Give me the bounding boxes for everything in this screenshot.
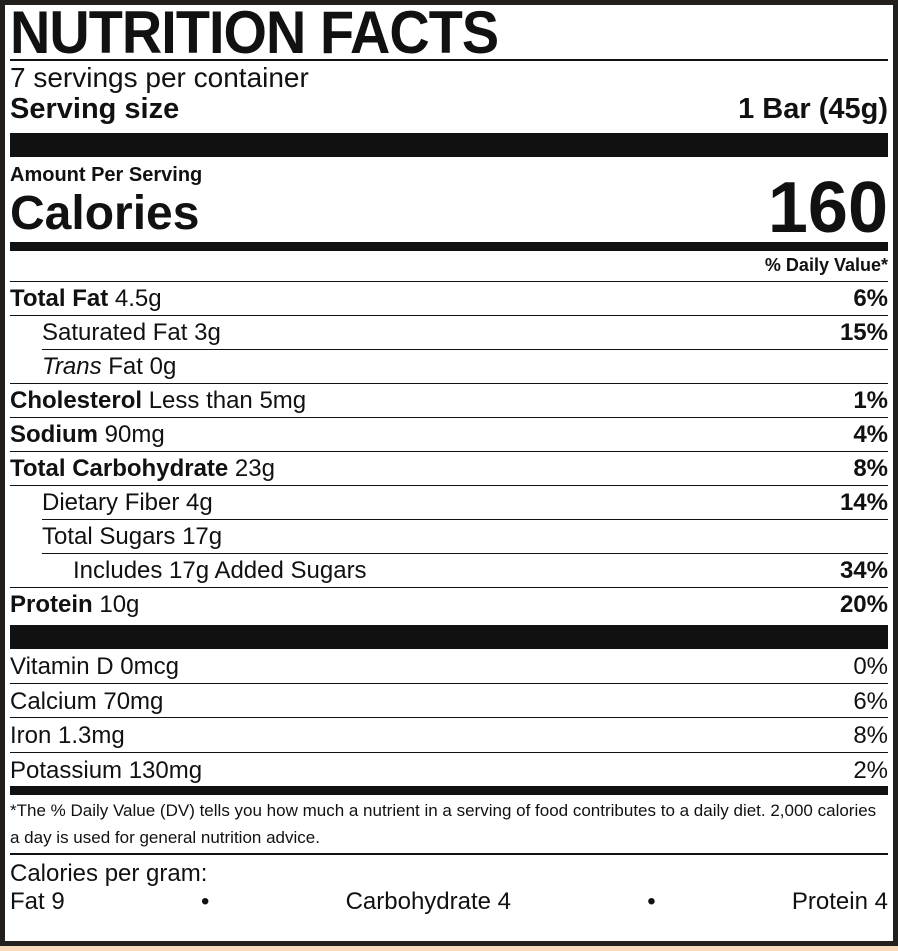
nutrient-row: Sodium 90mg 4% [10,417,888,451]
nutrient-label: Dietary Fiber 4g [10,486,213,519]
nutrient-amount: 10g [99,591,140,618]
nutrient-name: Includes 17g Added Sugars [73,557,367,584]
nutrient-name: Dietary Fiber [42,489,180,516]
thick-divider [10,133,888,157]
bullet-separator: • [200,888,210,915]
divider [10,59,888,61]
nutrient-daily-value: 4% [853,421,888,448]
nutrient-name-suffix: Fat [108,353,143,380]
vitamin-row: Calcium 70mg 6% [10,682,888,718]
nutrient-row: Cholesterol Less than 5mg 1% [10,383,888,417]
calories-per-gram-row: Fat 9 • Carbohydrate 4 • Protein 4 [10,888,888,916]
nutrient-amount: 23g [234,455,275,482]
nutrient-label: Includes 17g Added Sugars [42,554,367,587]
nutrient-label: Trans Fat 0g [42,350,176,383]
nutrient-daily-value: 8% [853,455,888,482]
nutrient-name: Cholesterol [10,387,143,414]
nutrient-amount: Less than 5mg [148,387,307,414]
nutrient-name: Sodium [10,421,98,448]
nutrient-row: Total Carbohydrate 23g 8% [10,451,888,485]
nutrient-label: Total Carbohydrate 23g [10,452,275,485]
nutrient-name: Total Fat [10,285,109,312]
nutrient-daily-value: 20% [839,591,888,618]
thick-divider [10,625,888,649]
nutrient-label: Cholesterol Less than 5mg [10,384,306,417]
nutrient-row: Dietary Fiber 4g 14% [10,485,888,519]
nutrient-label: Protein 10g [10,588,139,621]
nutrient-row: Includes 17g Added Sugars 34% [42,553,888,587]
fat-per-gram: Fat 9 [10,888,65,915]
medium-divider [10,786,888,795]
nutrient-amount: 90mg [104,421,165,448]
medium-divider [10,242,888,251]
calories-label: Calories [10,187,200,240]
vitamin-label: Iron 1.3mg [10,722,125,749]
amount-per-serving: Amount Per Serving [10,164,203,186]
protein-per-gram: Protein 4 [791,888,888,915]
servings-per-container: 7 servings per container [10,62,309,93]
nutrient-name: Saturated Fat [42,319,188,346]
nutrient-row: Total Sugars 17g [42,519,888,553]
nutrient-row: Protein 10g 20% [10,587,888,621]
nutrient-label: Saturated Fat 3g [10,316,221,349]
bullet-separator: • [647,888,656,915]
daily-value-header: % Daily Value* [764,255,888,275]
nutrient-name: Total Sugars [42,523,176,550]
nutrient-row: Saturated Fat 3g 15% [10,315,888,349]
nutrient-daily-value: 15% [839,319,888,346]
nutrient-daily-value: 14% [839,489,888,516]
nutrient-row: Trans Fat 0g [42,349,888,383]
footnote: *The % Daily Value (DV) tells you how mu… [10,801,877,847]
label-title: NUTRITION FACTS [10,0,499,66]
vitamin-label: Vitamin D 0mcg [10,653,179,680]
nutrient-name: Total Carbohydrate [10,455,229,482]
nutrient-label: Sodium 90mg [10,418,165,451]
nutrient-label: Total Fat 4.5g [10,282,162,315]
nutrient-row: Total Fat 4.5g 6% [10,281,888,315]
vitamin-daily-value: 2% [853,756,888,784]
nutrient-amount: 3g [194,319,221,346]
calories-row: Calories 160 [10,172,888,244]
nutrient-daily-value: 6% [853,285,888,312]
vitamin-row: Potassium 130mg 2% [10,751,888,787]
nutrient-name: Protein [10,591,93,618]
vitamin-row: Iron 1.3mg 8% [10,717,888,752]
vitamin-daily-value: 0% [853,653,888,680]
divider [10,853,888,855]
vitamin-daily-value: 6% [853,687,888,715]
nutrient-amount: 0g [149,353,177,380]
vitamin-daily-value: 8% [853,722,888,749]
vitamin-list: Vitamin D 0mcg 0% Calcium 70mg 6% Iron 1.3mg… [10,649,888,786]
serving-size: Serving size 1 Bar (45g) [10,93,888,125]
nutrient-amount: 17g [182,523,223,550]
nutrient-list: Total Fat 4.5g 6% Saturated Fat 3g 15% Trans… [10,281,888,621]
nutrient-amount: 4.5g [114,285,162,312]
calories-per-gram-label: Calories per gram: [10,860,208,887]
nutrient-amount: 4g [186,489,213,516]
vitamin-label: Potassium 130mg [10,756,203,784]
carbohydrate-per-gram: Carbohydrate 4 [345,888,512,915]
nutrient-daily-value: 1% [853,387,888,414]
vitamin-label: Calcium 70mg [10,687,164,715]
calories-value: 160 [767,168,888,248]
nutrient-name: Trans [42,353,102,380]
serving-size-label: Serving size [10,93,180,125]
nutrient-label: Total Sugars 17g [42,520,222,553]
serving-size-value: 1 Bar (45g) [738,93,888,125]
nutrient-daily-value: 34% [839,557,888,584]
vitamin-row: Vitamin D 0mcg 0% [10,649,888,683]
